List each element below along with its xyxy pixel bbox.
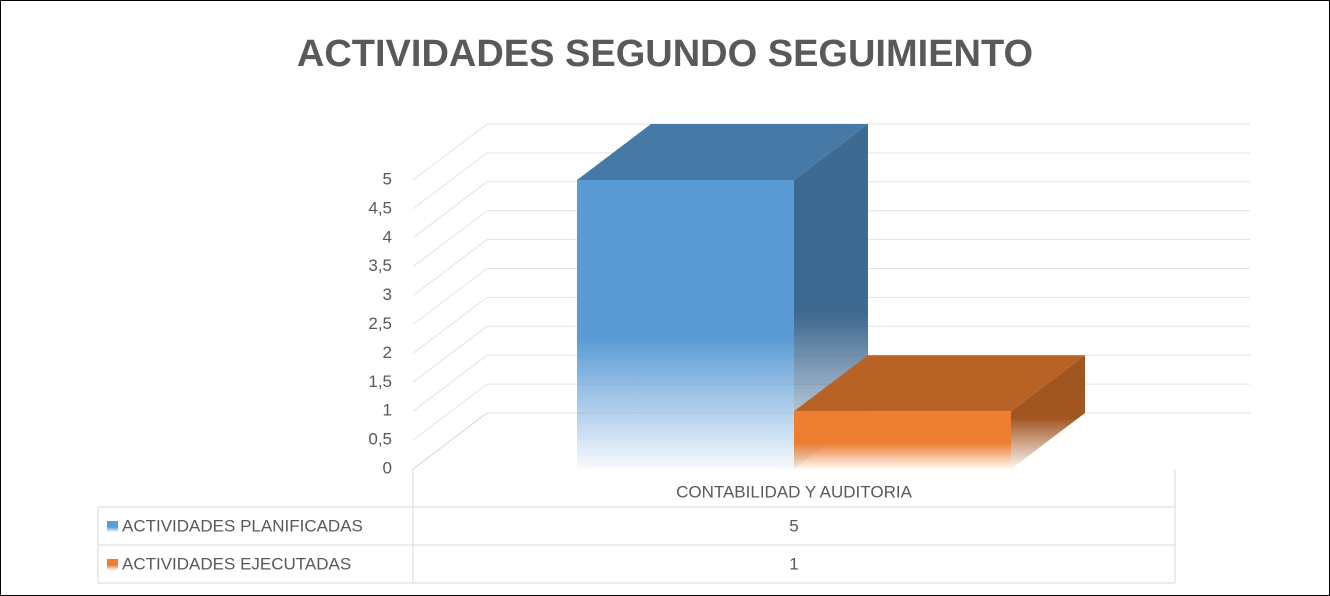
bar bbox=[577, 124, 868, 469]
table-value: 1 bbox=[789, 554, 798, 573]
y-tick-label: 4 bbox=[383, 227, 392, 246]
y-tick-label: 3 bbox=[383, 285, 392, 304]
grid-line bbox=[412, 296, 1250, 354]
bar-top bbox=[577, 124, 868, 180]
grid-line bbox=[412, 181, 1250, 239]
grid-line bbox=[412, 268, 1250, 325]
bar-front bbox=[794, 411, 1011, 469]
grid-line bbox=[412, 210, 1250, 268]
legend-label: ACTIVIDADES EJECUTADAS bbox=[122, 554, 351, 573]
grid: 0 0,5 1 1,5 2 2,5 3 3,5 4 4,5 5 bbox=[368, 123, 1250, 477]
grid-line bbox=[412, 239, 1250, 296]
grid-line bbox=[412, 325, 1250, 383]
y-tick-label: 2,5 bbox=[368, 314, 392, 333]
bars bbox=[577, 124, 1085, 469]
bar bbox=[794, 355, 1085, 469]
y-tick-label: 5 bbox=[383, 169, 392, 188]
axis-line bbox=[412, 412, 488, 470]
legend-swatch bbox=[107, 559, 118, 570]
y-tick-label: 3,5 bbox=[368, 256, 392, 275]
bar-side bbox=[1011, 355, 1085, 469]
chart-title: ACTIVIDADES SEGUNDO SEGUIMIENTO bbox=[297, 33, 1033, 75]
y-tick-label: 1 bbox=[383, 401, 392, 420]
bar-front bbox=[577, 180, 794, 469]
category-label: CONTABILIDAD Y AUDITORIA bbox=[676, 482, 913, 501]
bar-top bbox=[794, 355, 1085, 412]
table-value: 5 bbox=[789, 516, 798, 535]
y-tick-label: 4,5 bbox=[368, 198, 392, 217]
y-tick-label: 0 bbox=[383, 458, 392, 477]
data-table: CONTABILIDAD Y AUDITORIA ACTIVIDADES PLAN… bbox=[97, 469, 1176, 584]
grid-line bbox=[412, 123, 1250, 181]
y-tick-label: 0,5 bbox=[368, 430, 392, 449]
grid-line bbox=[412, 152, 1250, 210]
y-tick-label: 2 bbox=[383, 343, 392, 362]
y-tick-label: 1,5 bbox=[368, 372, 392, 391]
legend-swatch bbox=[107, 521, 118, 532]
legend-label: ACTIVIDADES PLANIFICADAS bbox=[122, 516, 363, 535]
